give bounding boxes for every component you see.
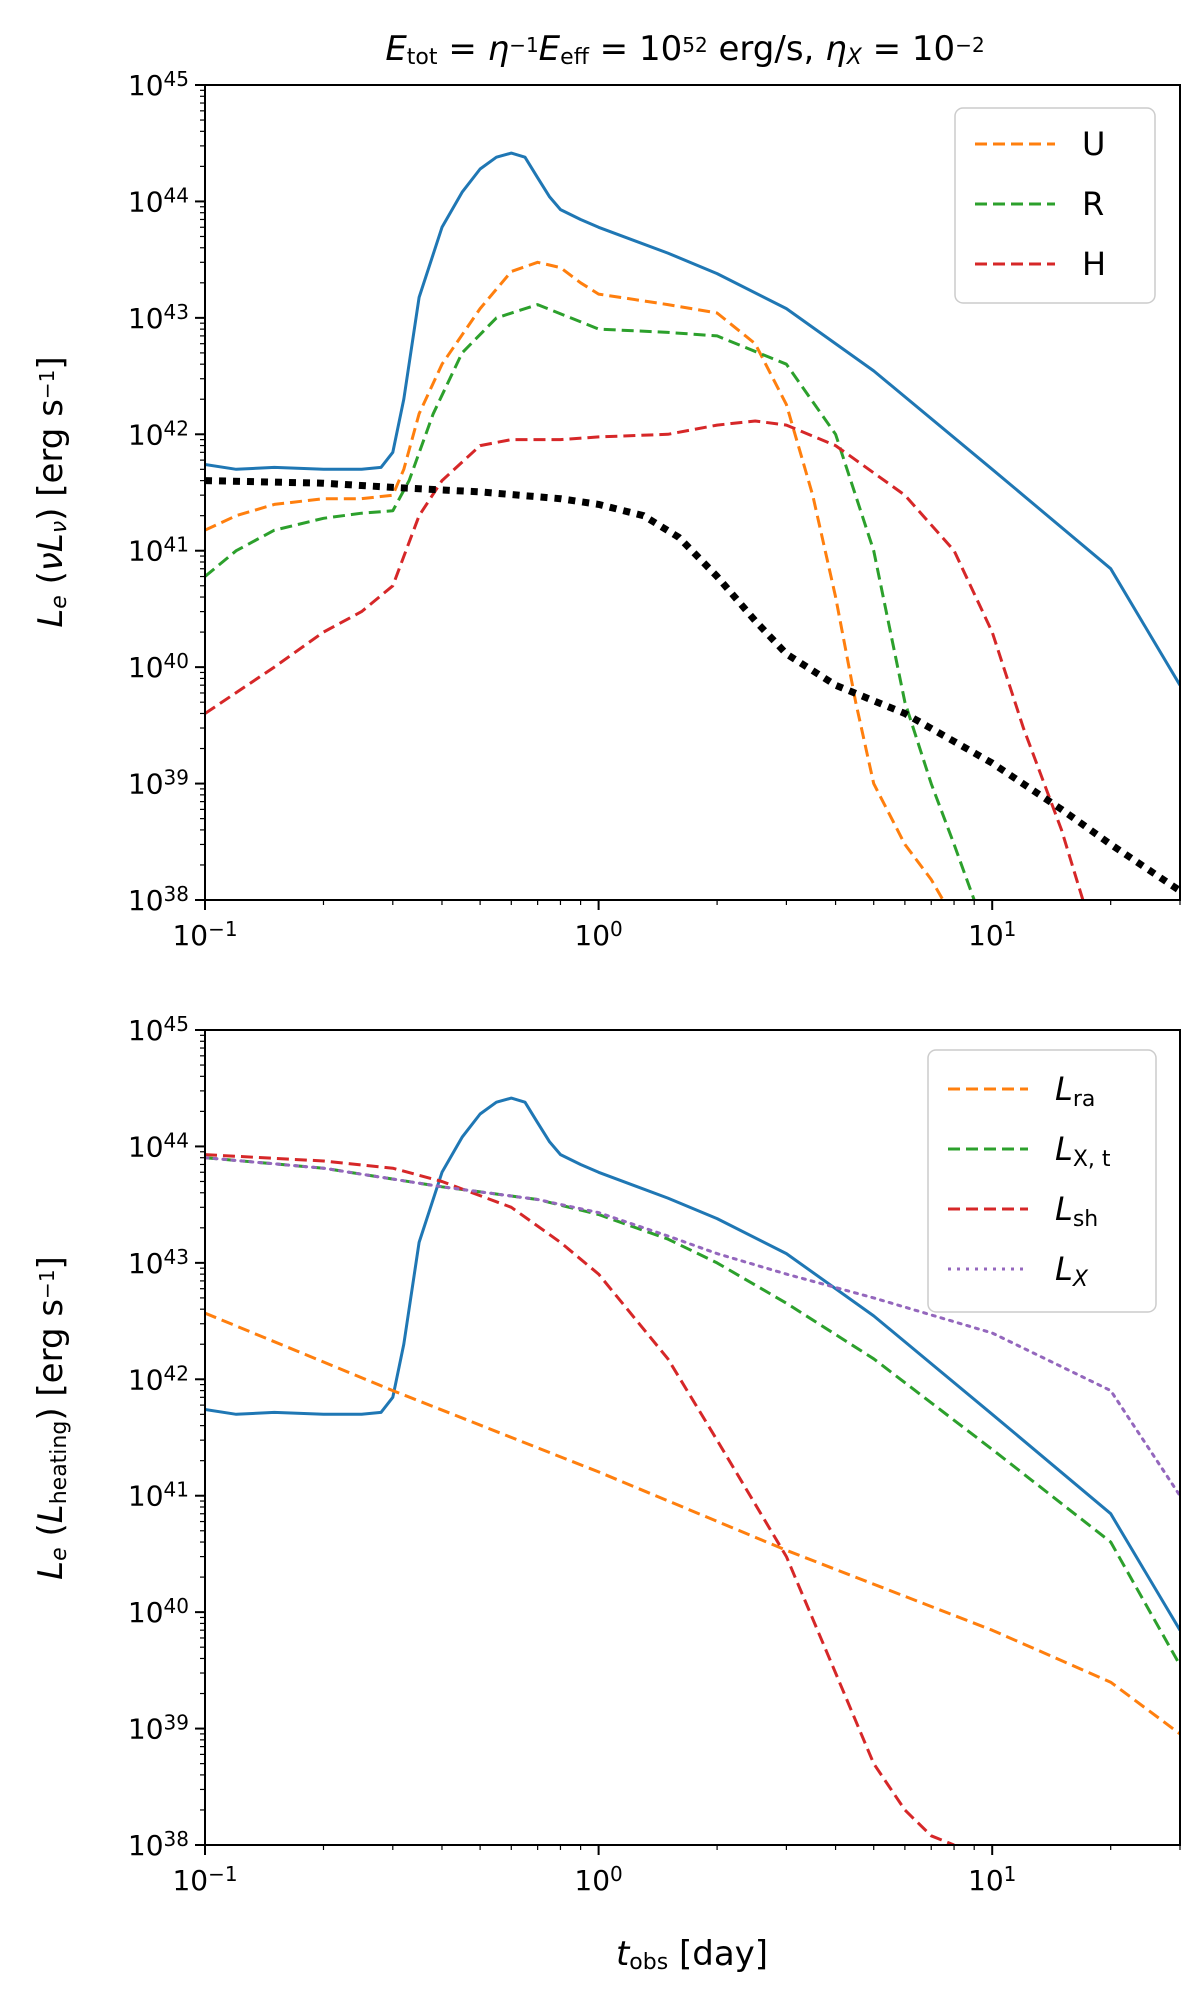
top-y-tick-label: 1043 [128,300,189,335]
top-series-thermal [205,477,1180,894]
top-series-h [205,419,1085,900]
bottom-plot-series [205,1096,1180,1845]
legend-label-h: H [1082,245,1106,283]
legend-label-u: U [1082,125,1105,163]
top-series-total [205,151,1180,686]
bottom-y-tick-label: 1038 [128,1827,189,1862]
bottom-x-tick-label: 101 [968,1862,1016,1897]
top-y-tick-label: 1039 [128,766,189,801]
top-y-tick-label: 1040 [128,649,189,684]
top-legend: U R H [954,107,1156,304]
top-y-tick-label: 1041 [128,533,189,568]
top-x-tick-label: 101 [968,917,1016,952]
bottom-y-tick-label: 1045 [128,1012,189,1047]
top-chart-title: Etot = η−1Eeff = 1052 erg/s, ηX = 10−2 [385,29,984,70]
bottom-y-tick-label: 1043 [128,1245,189,1280]
top-axis-ticks: 1038 1039 1040 1041 1042 1043 1044 1045 10−1 100 1… [128,67,1181,952]
top-panel: Etot = η−1Eeff = 1052 erg/s, ηX = 10−2 L… [31,29,1181,952]
bottom-x-tick-label: 100 [574,1862,622,1897]
bottom-plot-frame [204,1029,1181,1846]
bottom-legend: Lra LX, t Lsh LX [927,1049,1157,1313]
legend-label-l-sh: Lsh [1055,1190,1098,1232]
top-y-tick-label: 1038 [128,882,189,917]
top-y-tick-label: 1045 [128,67,189,102]
legend-label-l-ra: Lra [1055,1070,1095,1112]
bottom-y-tick-label: 1041 [128,1478,189,1513]
top-y-axis-label: Le (νLν) [erg s−1] [31,356,72,627]
bottom-axis-ticks: 1038 1039 1040 1041 1042 1043 1044 1045 10−1 100 1… [128,1012,1181,1897]
bottom-series-total [205,1096,1180,1631]
top-y-tick-label: 1042 [128,416,189,451]
top-y-tick-label: 1044 [128,183,189,218]
top-series-u [205,260,945,900]
bottom-y-axis-label: Le (Lheating) [erg s−1] [31,1256,72,1580]
bottom-x-tick-label: 10−1 [172,1862,237,1897]
bottom-panel: Le (Lheating) [erg s−1] tobs [day] 10381… [31,1012,1181,1975]
bottom-legend-box [927,1049,1157,1313]
bottom-y-tick-label: 1044 [128,1128,189,1163]
top-x-tick-label: 100 [574,917,622,952]
top-series-r [205,303,976,900]
bottom-y-tick-label: 1039 [128,1711,189,1746]
bottom-y-tick-label: 1042 [128,1361,189,1396]
legend-label-r: R [1082,185,1104,223]
bottom-series-l-sh [205,1153,955,1845]
bottom-x-axis-label: tobs [day] [616,1934,768,1975]
legend-label-l-x: LX [1055,1250,1089,1292]
bottom-series-l-ra [205,1311,1180,1736]
legend-label-l-x-t: LX, t [1055,1130,1111,1172]
top-plot-series [205,151,1180,900]
bottom-series-l-x [205,1156,1180,1498]
bottom-y-tick-label: 1040 [128,1594,189,1629]
top-x-tick-label: 10−1 [172,917,237,952]
top-plot-frame [204,84,1181,901]
